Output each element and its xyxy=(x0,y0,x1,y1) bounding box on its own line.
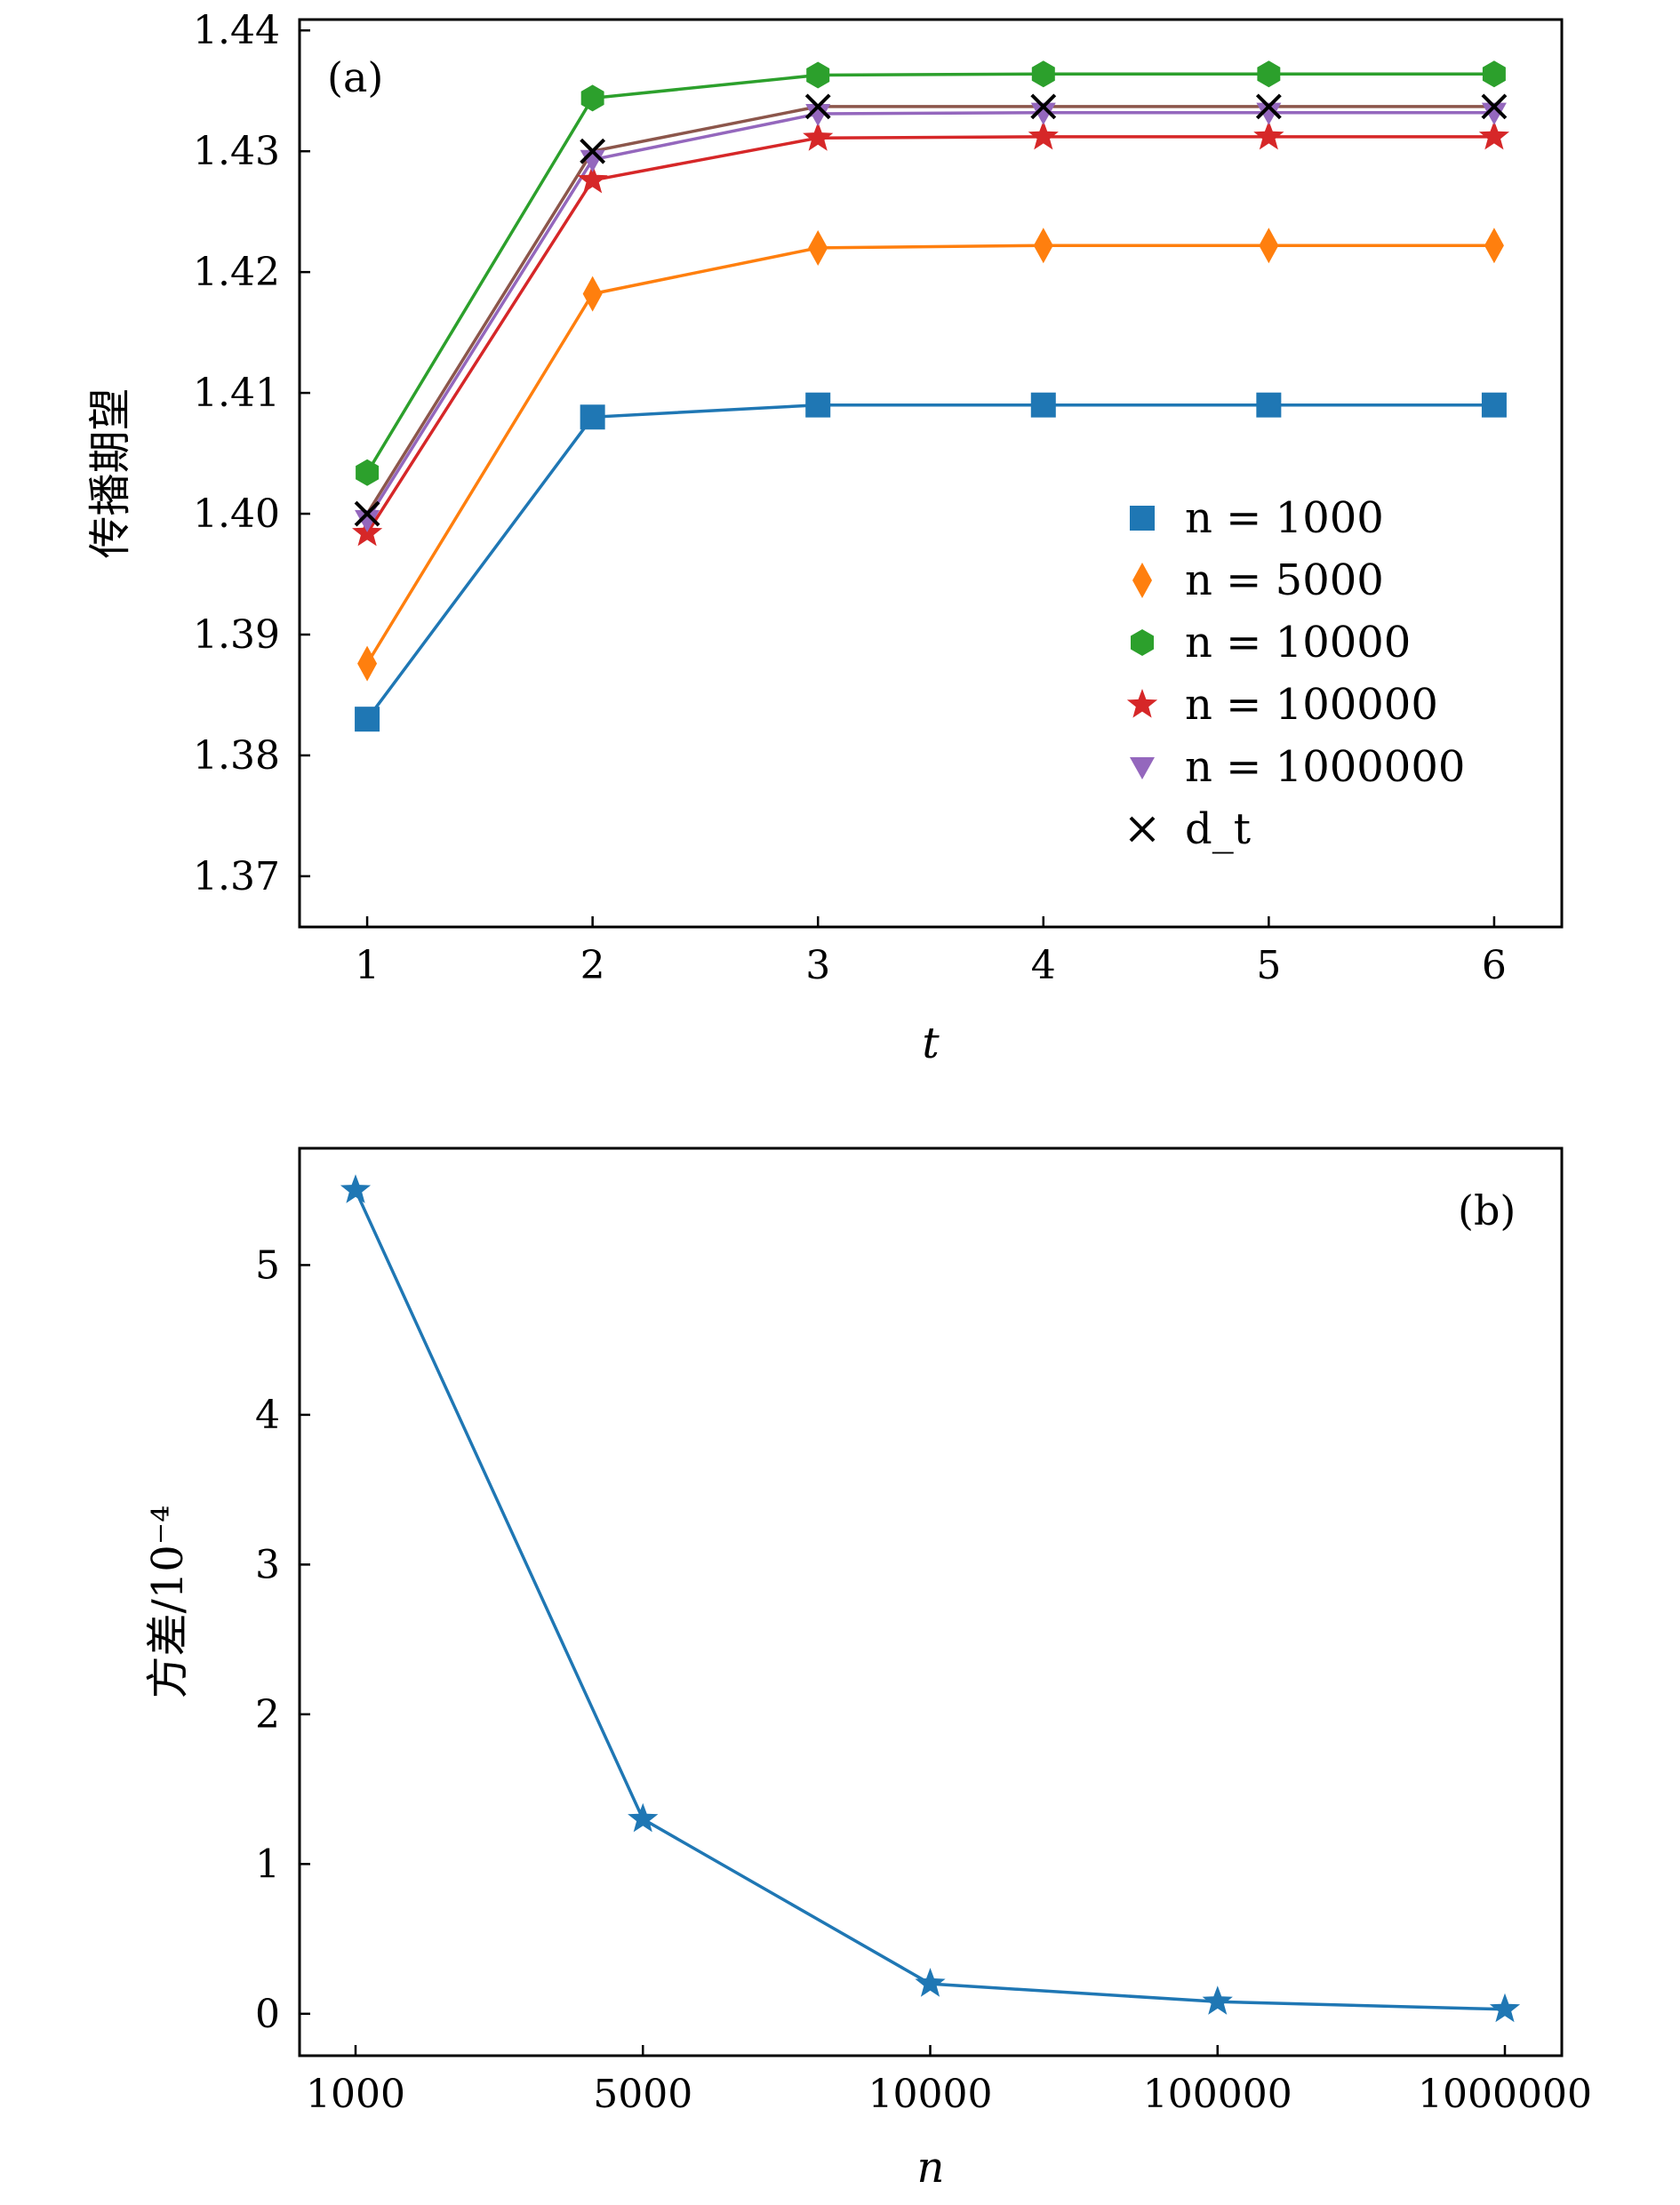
data-point xyxy=(1033,228,1053,264)
series-line xyxy=(365,72,1494,474)
panel-a: 1 2 3 4 5 6 1.37 1.38 1.39 1.40 1.41 1.42 1.43 1.44 (… xyxy=(85,8,1564,1068)
y-tick-label: 4 xyxy=(255,1393,280,1438)
data-point xyxy=(580,404,605,430)
data-point xyxy=(1481,392,1507,418)
x-tick-label: 5000 xyxy=(593,2072,692,2117)
y-tick-label: 1.38 xyxy=(193,733,280,779)
data-point xyxy=(1257,60,1281,88)
data-point xyxy=(1202,1985,1233,2015)
legend-marker xyxy=(1130,506,1155,531)
legend-label: n = 100000 xyxy=(1185,680,1438,730)
panel-a-label: (a) xyxy=(327,53,383,101)
data-point xyxy=(577,164,608,194)
data-point xyxy=(806,61,830,89)
legend-marker xyxy=(1129,816,1156,843)
x-tick-label: 1000 xyxy=(306,2072,405,2117)
panel-b-ticks: 1000 5000 10000 100000 1000000 0 1 2 3 4 5 xyxy=(255,1242,1592,2117)
data-point xyxy=(356,459,380,486)
panel-b-frame xyxy=(298,1146,1564,2057)
data-point xyxy=(1256,392,1282,418)
y-tick-label: 1.39 xyxy=(193,612,280,658)
y-tick-label: 1.41 xyxy=(193,371,280,416)
series-line xyxy=(365,403,1494,721)
legend-label: n = 1000 xyxy=(1185,493,1384,543)
data-point xyxy=(1489,1993,1521,2023)
legend-label: n = 10000 xyxy=(1185,618,1411,667)
data-point xyxy=(915,1968,946,1997)
data-point xyxy=(1478,120,1509,150)
data-point xyxy=(804,93,831,120)
data-point xyxy=(1255,93,1282,120)
data-point xyxy=(1253,120,1284,150)
series-line xyxy=(354,1189,1506,2011)
legend-marker xyxy=(1130,757,1155,779)
x-tick-label: 2 xyxy=(580,943,605,988)
y-tick-label: 1.43 xyxy=(193,129,280,174)
x-tick-label: 3 xyxy=(805,943,830,988)
panel-b-label: (b) xyxy=(1458,1186,1516,1234)
x-tick-label: 1000000 xyxy=(1418,2072,1592,2117)
panel-b: 1000 5000 10000 100000 1000000 0 1 2 3 4 5 (b) n 方… xyxy=(143,1146,1592,2193)
data-point xyxy=(1259,228,1279,264)
y-tick-label: 5 xyxy=(255,1242,280,1288)
y-tick-label: 1.40 xyxy=(193,491,280,537)
legend-label: n = 5000 xyxy=(1185,555,1384,605)
legend-marker xyxy=(1126,689,1158,718)
legend-marker xyxy=(1132,563,1152,598)
data-point xyxy=(1482,60,1506,88)
data-point xyxy=(805,392,831,418)
data-point xyxy=(628,1802,659,1833)
x-tick-label: 10000 xyxy=(868,2072,993,2117)
data-point xyxy=(1030,93,1057,120)
x-tick-label: 5 xyxy=(1256,943,1281,988)
y-tick-label: 0 xyxy=(255,1992,280,2037)
y-tick-label: 1.37 xyxy=(193,854,280,899)
data-point xyxy=(1481,102,1507,125)
y-tick-label: 1.44 xyxy=(193,8,280,53)
panel-a-frame xyxy=(298,18,1564,929)
y-tick-label: 1 xyxy=(255,1841,280,1887)
data-point xyxy=(357,645,378,682)
data-point xyxy=(1028,120,1059,150)
series-line xyxy=(365,110,1494,521)
panel-b-series xyxy=(340,1174,1521,2023)
data-point xyxy=(805,104,831,127)
x-tick-label: 1 xyxy=(355,943,380,988)
panel-a-legend: n = 1000 n = 5000 n = 10000 n = 100000 n = 1… xyxy=(1126,493,1465,854)
data-point xyxy=(1030,102,1056,125)
legend-marker xyxy=(1131,629,1154,656)
data-point xyxy=(355,707,380,732)
y-tick-label: 1.42 xyxy=(193,250,280,295)
x-tick-label: 6 xyxy=(1482,943,1507,988)
data-point xyxy=(580,84,604,112)
x-tick-label: 100000 xyxy=(1143,2072,1292,2117)
data-point xyxy=(808,229,828,266)
data-point xyxy=(354,500,380,527)
panel-b-y-axis-label: 方差/10⁻⁴ xyxy=(143,1506,193,1699)
data-point xyxy=(355,509,380,532)
panel-a-x-axis-label: t xyxy=(922,1019,940,1068)
data-point xyxy=(1030,392,1056,418)
panel-b-x-axis-label: n xyxy=(917,2143,945,2193)
x-tick-label: 4 xyxy=(1031,943,1056,988)
data-point xyxy=(340,1174,372,1203)
y-tick-label: 2 xyxy=(255,1692,280,1738)
data-point xyxy=(1484,228,1504,264)
legend-label: d_t xyxy=(1185,804,1251,854)
y-tick-label: 3 xyxy=(255,1542,280,1587)
data-point xyxy=(1256,102,1282,125)
data-point xyxy=(582,276,603,312)
data-point xyxy=(580,138,606,164)
series-line xyxy=(365,244,1494,665)
data-point xyxy=(1481,93,1508,120)
panel-a-series xyxy=(352,60,1509,732)
series-line xyxy=(365,135,1494,534)
data-point xyxy=(1031,60,1055,88)
panel-a-ticks: 1 2 3 4 5 6 1.37 1.38 1.39 1.40 1.41 1.42 1.43 1.44 xyxy=(193,8,1507,988)
panel-a-y-axis-label: 传播期望 xyxy=(85,387,135,558)
data-point xyxy=(803,122,834,151)
legend-label: n = 1000000 xyxy=(1185,742,1465,792)
series-line xyxy=(365,105,1494,515)
